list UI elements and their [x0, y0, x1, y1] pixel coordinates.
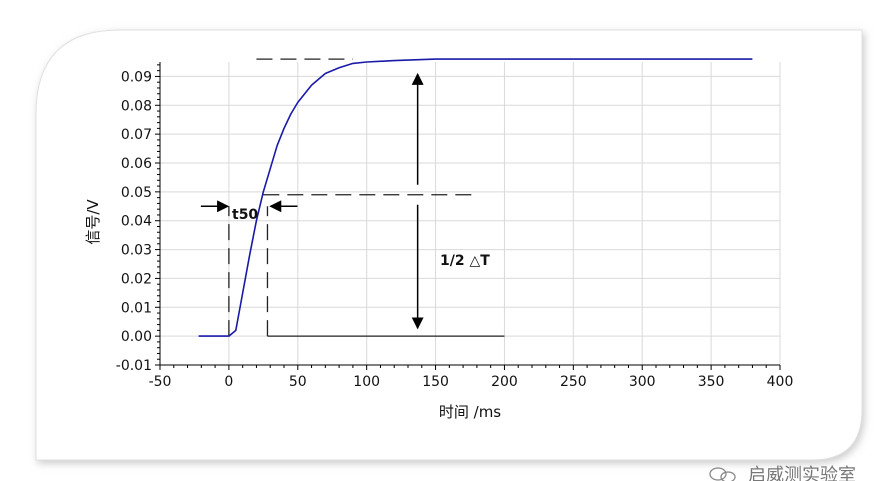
x-tick-label: 150 [422, 374, 449, 390]
x-tick-label: 250 [560, 374, 587, 390]
y-tick-label: 0.02 [121, 271, 152, 287]
tick-labels: -50 0 50 100 150 200 250 300 350 400 -0.01 0.00 0.01… [116, 69, 794, 390]
watermark-text: 启威测实验室 [748, 465, 856, 481]
y-tick-label: 0.07 [121, 127, 152, 143]
x-tick-label: 400 [767, 374, 794, 390]
y-axis-title: 信号/V [84, 199, 102, 245]
y-tick-label: 0.00 [121, 329, 152, 345]
delta-label: 1/2 △T [440, 253, 490, 269]
t50-label: t50 [232, 207, 258, 223]
y-tick-label: 0.03 [121, 243, 152, 259]
chat-bubble-icon [709, 467, 736, 481]
signal-line [198, 58, 753, 337]
y-tick-label: 0.06 [121, 156, 152, 172]
x-tick-label: 0 [224, 374, 233, 390]
y-tick-label: 0.09 [121, 69, 152, 85]
series [198, 58, 753, 337]
x-tick-label: 200 [491, 374, 518, 390]
y-tick-label: 0.01 [121, 300, 152, 316]
x-axis-title: 时间 /ms [439, 403, 501, 421]
x-tick-label: -50 [149, 374, 172, 390]
y-tick-label: -0.01 [116, 358, 152, 374]
chart-frame [35, 29, 863, 461]
axes [155, 62, 781, 370]
x-tick-label: 50 [289, 374, 307, 390]
annotation-guides [200, 58, 505, 337]
y-tick-label: 0.04 [121, 214, 152, 230]
x-tick-label: 300 [629, 374, 656, 390]
y-tick-label: 0.08 [121, 98, 152, 114]
y-tick-label: 0.05 [121, 185, 152, 201]
watermark: 启威测实验室 [709, 465, 856, 481]
x-tick-label: 350 [698, 374, 725, 390]
x-tick-label: 100 [353, 374, 380, 390]
